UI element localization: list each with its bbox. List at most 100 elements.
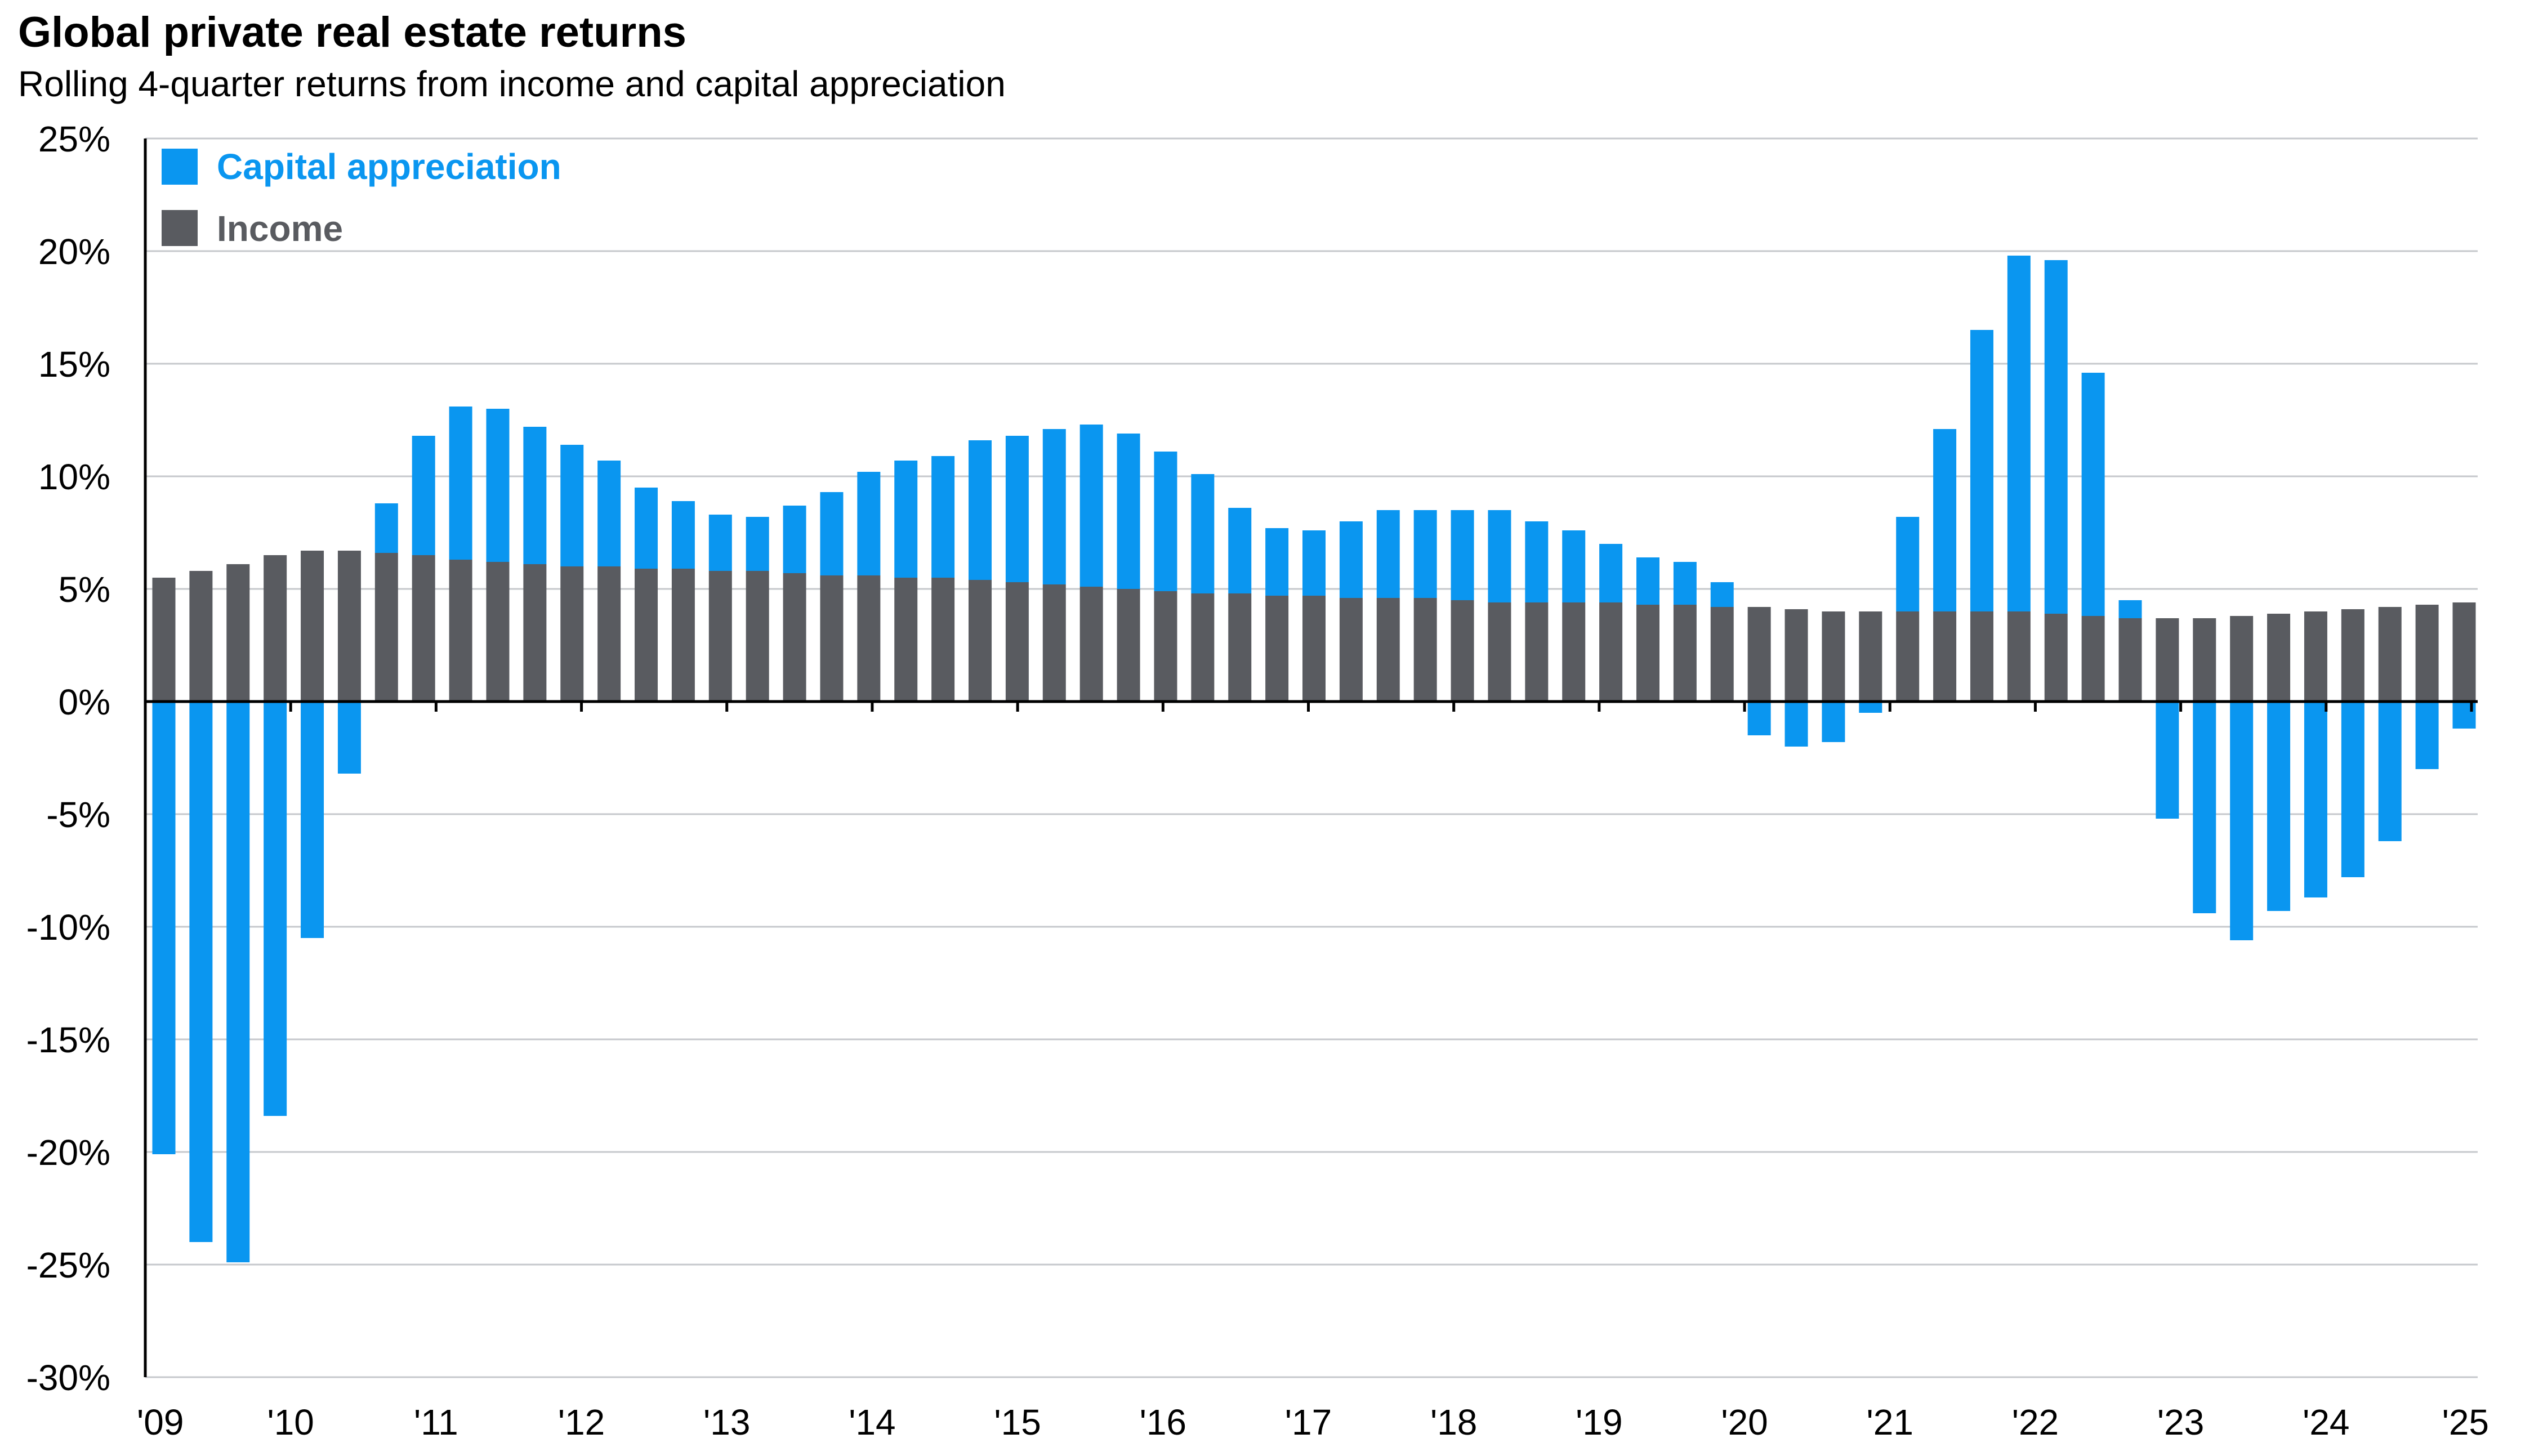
capital-appreciation-bar (1191, 474, 1215, 593)
income-bar (1191, 593, 1215, 702)
income-bar (486, 562, 510, 702)
capital-appreciation-bar (412, 436, 435, 555)
income-bar (1525, 602, 1549, 702)
axes (144, 139, 2478, 1377)
capital-appreciation-bar (337, 702, 361, 774)
capital-appreciation-bar (1970, 330, 1993, 611)
capital-appreciation-bar (374, 503, 398, 553)
income-bar (1488, 602, 1511, 702)
capital-appreciation-bar (1413, 510, 1437, 598)
capital-appreciation-bar (746, 517, 769, 571)
capital-appreciation-bar (449, 407, 472, 560)
legend-label-income: Income (217, 208, 343, 249)
x-tick-label: '15 (994, 1402, 1041, 1442)
capital-appreciation-bar (1042, 429, 1066, 584)
gridlines (145, 137, 2478, 1378)
capital-appreciation-bar (2156, 702, 2179, 819)
x-tick-label: '24 (2303, 1402, 2349, 1442)
income-bar (189, 571, 213, 702)
income-bar (1822, 611, 1845, 702)
capital-appreciation-bar (1488, 510, 1511, 602)
y-tick-label: -20% (26, 1132, 110, 1173)
capital-appreciation-bar (2304, 702, 2327, 897)
y-tick-label: -15% (26, 1020, 110, 1060)
y-tick-label: 25% (38, 119, 110, 159)
income-bar (2156, 618, 2179, 702)
income-bar (1859, 611, 1882, 702)
capital-appreciation-bar (671, 501, 695, 569)
income-bar (1451, 600, 1474, 702)
capital-appreciation-bar (857, 472, 881, 575)
y-tick-label: 5% (59, 569, 111, 610)
capital-appreciation-bar (1079, 425, 1103, 587)
capital-appreciation-bar (189, 702, 213, 1242)
capital-appreciation-bar (1822, 702, 1845, 742)
capital-appreciation-bar (2378, 702, 2402, 841)
capital-appreciation-bar (2415, 702, 2439, 769)
legend: Capital appreciation Income (162, 146, 561, 249)
y-tick-label: 20% (38, 231, 110, 272)
income-bar (337, 551, 361, 702)
income-bar (2304, 611, 2327, 702)
income-bar (783, 573, 806, 702)
capital-appreciation-bar (1636, 557, 1659, 605)
y-tick-label: -30% (26, 1357, 110, 1398)
capital-appreciation-bar (1747, 702, 1771, 735)
y-axis-tick-labels: 25% 20% 15% 10% 5% 0% -5% -10% -15% -20% -25% -30% (26, 119, 110, 1398)
chart-subtitle: Rolling 4-quarter returns from income an… (18, 64, 1006, 104)
capital-appreciation-bar (2230, 702, 2254, 940)
capital-appreciation-bar (1265, 528, 1289, 596)
capital-appreciation-bar (2193, 702, 2216, 913)
capital-appreciation-bar (1896, 517, 1920, 611)
capital-appreciation-bar (152, 702, 176, 1154)
income-bar (560, 566, 584, 702)
x-tick-label: '13 (703, 1402, 750, 1442)
legend-swatch-income (162, 210, 198, 246)
x-tick-label: '14 (849, 1402, 895, 1442)
capital-appreciation-bar (523, 427, 547, 564)
income-bar (2267, 614, 2291, 702)
x-tick-label: '20 (1721, 1402, 1768, 1442)
x-tick-label: '10 (267, 1402, 314, 1442)
x-tick-label: '23 (2157, 1402, 2204, 1442)
income-bar (1970, 611, 1993, 702)
capital-appreciation-bar (1451, 510, 1474, 600)
x-tick-label: '16 (1140, 1402, 1186, 1442)
income-bar (226, 564, 250, 702)
capital-appreciation-bar (635, 488, 658, 569)
income-bar (449, 560, 472, 702)
capital-appreciation-bar (931, 456, 955, 578)
capital-appreciation-bar (1859, 702, 1882, 713)
income-bar (931, 578, 955, 702)
capital-appreciation-bar (1673, 562, 1697, 605)
capital-appreciation-bar (486, 409, 510, 562)
capital-appreciation-bar (1228, 508, 1252, 593)
capital-appreciation-bar (820, 492, 844, 575)
capital-appreciation-bar (1784, 702, 1808, 747)
income-bar (635, 569, 658, 702)
income-bar (746, 571, 769, 702)
income-bar (264, 555, 287, 702)
capital-appreciation-bar (301, 702, 324, 938)
income-bar (1673, 605, 1697, 702)
income-bar (2378, 607, 2402, 702)
income-bar (1784, 609, 1808, 702)
y-tick-label: -25% (26, 1245, 110, 1285)
income-bar (1747, 607, 1771, 702)
y-tick-label: 10% (38, 457, 110, 497)
capital-appreciation-bar (1933, 429, 1957, 611)
income-bar (894, 578, 918, 702)
income-bar (301, 551, 324, 702)
income-bar (1933, 611, 1957, 702)
capital-appreciation-bar (1154, 452, 1177, 591)
capital-appreciation-bar (894, 461, 918, 578)
income-bar (820, 575, 844, 702)
capital-appreciation-bar (1302, 530, 1326, 596)
capital-appreciation-bar (2267, 702, 2291, 911)
x-tick-label: '09 (137, 1402, 184, 1442)
capital-appreciation-bar (1339, 521, 1363, 598)
bars (152, 256, 2476, 1262)
income-bar (1636, 605, 1659, 702)
x-tick-label: '19 (1576, 1402, 1622, 1442)
income-bar (1710, 607, 1734, 702)
